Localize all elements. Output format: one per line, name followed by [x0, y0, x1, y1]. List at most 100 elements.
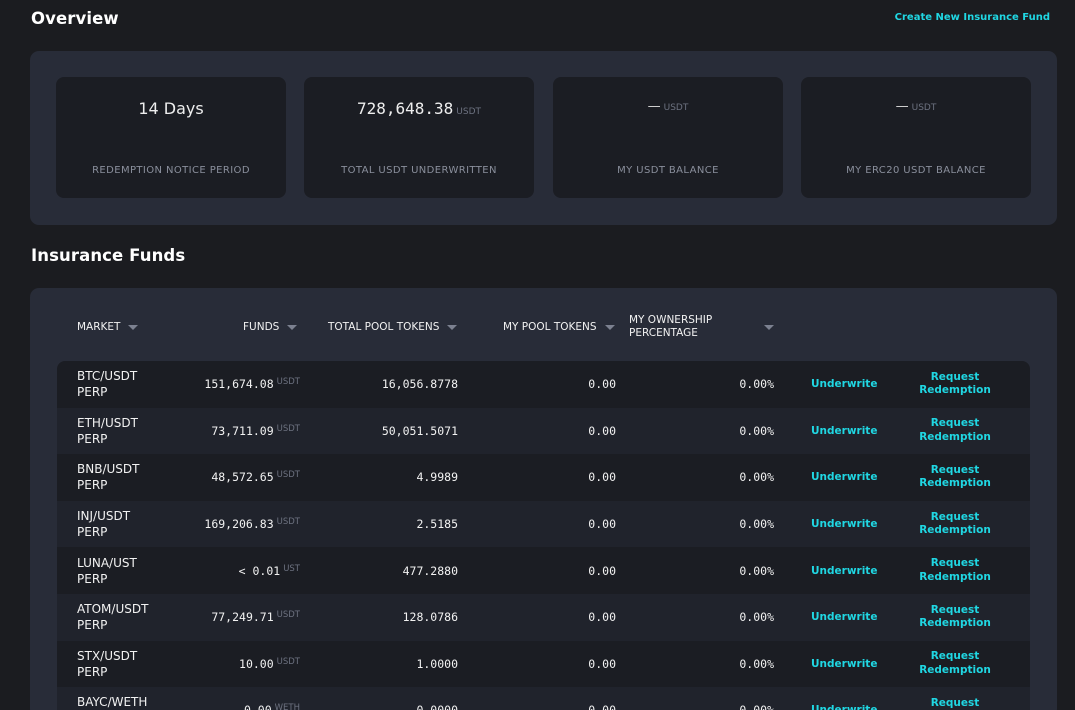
market-pair: LUNA/UST [77, 555, 137, 570]
table-row: BTC/USDT PERP 151,674.08 USDT 16,056.8778 0.0… [57, 361, 1030, 408]
total-pool-tokens-cell: 0.0000 [416, 687, 458, 710]
market-cell: INJ/USDT PERP [77, 501, 187, 548]
insurance-funds-panel: MARKET FUNDS TOTAL POOL TOKENS MY POOL T… [30, 288, 1057, 710]
my-pool-tokens-cell: 0.00 [588, 656, 616, 671]
insurance-funds-title: Insurance Funds [31, 246, 186, 265]
market-type: PERP [77, 525, 108, 540]
sort-caret-icon [764, 324, 774, 330]
stat-unit: USDT [663, 103, 689, 113]
funds-cell: 169,206.83 USDT [204, 501, 300, 548]
my-pool-tokens-cell: 0.00 [588, 470, 616, 485]
stat-card-my-usdt-balance: — USDT MY USDT BALANCE [553, 77, 783, 198]
request-redemption-line: Redemption [919, 663, 991, 676]
request-redemption-line: Request [930, 650, 980, 663]
funds-value: 73,711.09 [211, 423, 274, 438]
table-row: BNB/USDT PERP 48,572.65 USDT 4.9989 0.00 0.00%… [57, 454, 1030, 501]
column-header-label: MARKET [77, 321, 121, 333]
request-redemption-line: Request [930, 370, 980, 383]
funds-cell: 77,249.71 USDT [211, 594, 300, 641]
overview-title: Overview [31, 9, 119, 28]
ownership-cell: 0.00% [739, 470, 774, 485]
my-pool-tokens-cell: 0.00 [588, 610, 616, 625]
ownership-cell: 0.00% [739, 423, 774, 438]
stat-label: REDEMPTION NOTICE PERIOD [92, 165, 250, 176]
market-type: PERP [77, 571, 108, 586]
stat-value: — [647, 99, 661, 114]
request-redemption-line: Request [930, 463, 980, 476]
column-header-line: PERCENTAGE [629, 327, 698, 339]
market-type: PERP [77, 478, 108, 493]
underwrite-button[interactable]: Underwrite [811, 611, 878, 624]
total-pool-tokens-cell: 2.5185 [416, 517, 458, 532]
stat-unit: USDT [456, 107, 482, 117]
underwrite-button[interactable]: Underwrite [811, 657, 878, 670]
request-redemption-line: Redemption [919, 570, 991, 583]
column-header-label: MY OWNERSHIP PERCENTAGE [629, 314, 764, 340]
column-header-label: MY POOL TOKENS [503, 321, 597, 333]
stat-value: — [895, 99, 909, 114]
funds-value: 151,674.08 [204, 377, 274, 392]
my-pool-tokens-cell: 0.00 [588, 687, 616, 710]
my-pool-tokens-cell: 0.00 [588, 563, 616, 578]
funds-unit: USDT [276, 423, 300, 434]
market-pair: STX/USDT [77, 648, 138, 663]
request-redemption-line: Redemption [919, 524, 991, 537]
market-cell: ETH/USDT PERP [77, 408, 187, 455]
stat-label: MY ERC20 USDT BALANCE [846, 165, 986, 176]
stat-card-total-underwritten: 728,648.38 USDT TOTAL USDT UNDERWRITTEN [304, 77, 534, 198]
funds-unit: USDT [276, 377, 300, 388]
funds-unit: USDT [276, 470, 300, 481]
market-cell: ATOM/USDT PERP [77, 594, 187, 641]
underwrite-button[interactable]: Underwrite [811, 424, 878, 437]
request-redemption-line: Request [930, 510, 980, 523]
total-pool-tokens-cell: 128.0786 [402, 610, 458, 625]
stat-label: TOTAL USDT UNDERWRITTEN [341, 165, 497, 176]
sort-caret-icon [447, 324, 458, 330]
column-header-market[interactable]: MARKET [77, 314, 139, 340]
market-cell: BAYC/WETHPERP [77, 687, 187, 710]
stat-label: MY USDT BALANCE [617, 165, 719, 176]
funds-unit: UST [283, 563, 300, 574]
request-redemption-line: Redemption [919, 430, 991, 443]
market-type: PERP [77, 618, 108, 633]
table-row: BAYC/WETHPERP0.00WETH0.00000.000.00%Unde… [57, 687, 1030, 710]
column-header-total-pool-tokens[interactable]: TOTAL POOL TOKENS [328, 314, 458, 340]
underwrite-button[interactable]: Underwrite [811, 518, 878, 531]
request-redemption-line: Redemption [919, 477, 991, 490]
funds-cell: 48,572.65 USDT [211, 454, 300, 501]
market-pair: ATOM/USDT [77, 602, 149, 617]
request-redemption-line: Request [930, 696, 980, 709]
market-cell: LUNA/UST PERP [77, 547, 187, 594]
underwrite-button[interactable]: Underwrite [811, 471, 878, 484]
column-header-funds[interactable]: FUNDS [243, 314, 298, 340]
request-redemption-line: Redemption [919, 384, 991, 397]
column-header-line: MY OWNERSHIP [629, 314, 713, 326]
table-row: INJ/USDT PERP 169,206.83 USDT 2.5185 0.00 0.00… [57, 500, 1030, 548]
stat-card-my-erc20-balance: — USDT MY ERC20 USDT BALANCE [801, 77, 1031, 198]
funds-value: 10.00 [239, 656, 274, 671]
stat-value: 14 Days [138, 99, 204, 118]
ownership-cell: 0.00% [739, 656, 774, 671]
ownership-cell: 0.00% [739, 563, 774, 578]
market-pair: BTC/USDT [77, 369, 138, 384]
funds-cell: 73,711.09 USDT [211, 408, 300, 455]
column-header-my-ownership[interactable]: MY OWNERSHIP PERCENTAGE [629, 314, 774, 340]
underwrite-button[interactable]: Underwrite [811, 564, 878, 577]
underwrite-button[interactable]: Underwrite [811, 687, 877, 710]
request-redemption-line: Request [930, 417, 980, 430]
column-header-my-pool-tokens[interactable]: MY POOL TOKENS [503, 314, 615, 340]
total-pool-tokens-cell: 477.2880 [402, 563, 458, 578]
underwrite-button[interactable]: Underwrite [811, 378, 878, 391]
create-insurance-fund-link[interactable]: Create New Insurance Fund [894, 12, 1050, 23]
funds-value: 0.00 [244, 703, 272, 710]
market-type: PERP [77, 664, 108, 679]
